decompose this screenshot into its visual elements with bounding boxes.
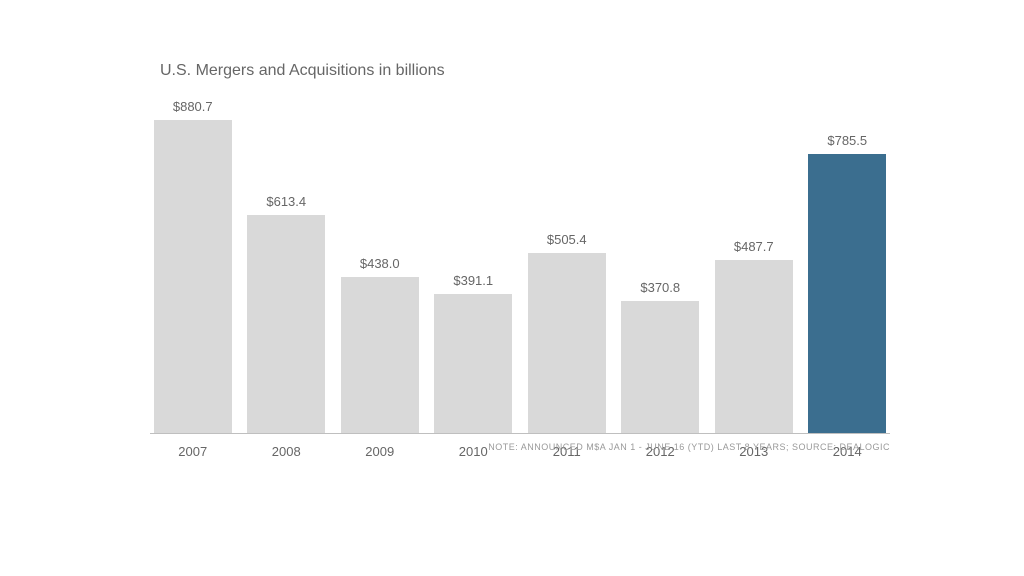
bar-group: $370.8 <box>618 280 704 433</box>
bar-value-label: $438.0 <box>360 256 400 271</box>
bar-group: $487.7 <box>711 239 797 433</box>
bar-group: $613.4 <box>244 194 330 433</box>
bar-value-label: $613.4 <box>266 194 306 209</box>
bar-value-label: $391.1 <box>453 273 493 288</box>
bar-group: $505.4 <box>524 232 610 433</box>
bar <box>621 301 699 433</box>
bar <box>808 154 886 433</box>
chart-title: U.S. Mergers and Acquisitions in billion… <box>160 62 890 80</box>
bar <box>715 260 793 433</box>
bar-group: $880.7 <box>150 99 236 433</box>
bar-value-label: $505.4 <box>547 232 587 247</box>
ma-bar-chart: U.S. Mergers and Acquisitions in billion… <box>150 62 890 459</box>
bar <box>247 215 325 433</box>
bar <box>434 294 512 433</box>
bar <box>528 253 606 433</box>
bar-value-label: $785.5 <box>827 133 867 148</box>
bar-group: $785.5 <box>805 133 891 433</box>
bar-value-label: $370.8 <box>640 280 680 295</box>
bar-value-label: $487.7 <box>734 239 774 254</box>
bar-group: $391.1 <box>431 273 517 433</box>
bar <box>341 277 419 433</box>
chart-footnote: NOTE: ANNOUNCED M$A JAN 1 - JUNE 16 (YTD… <box>150 442 890 452</box>
bar-group: $438.0 <box>337 256 423 433</box>
bar <box>154 120 232 433</box>
bar-value-label: $880.7 <box>173 99 213 114</box>
bars-container: $880.7 $613.4 $438.0 $391.1 $505.4 $370.… <box>150 114 890 434</box>
